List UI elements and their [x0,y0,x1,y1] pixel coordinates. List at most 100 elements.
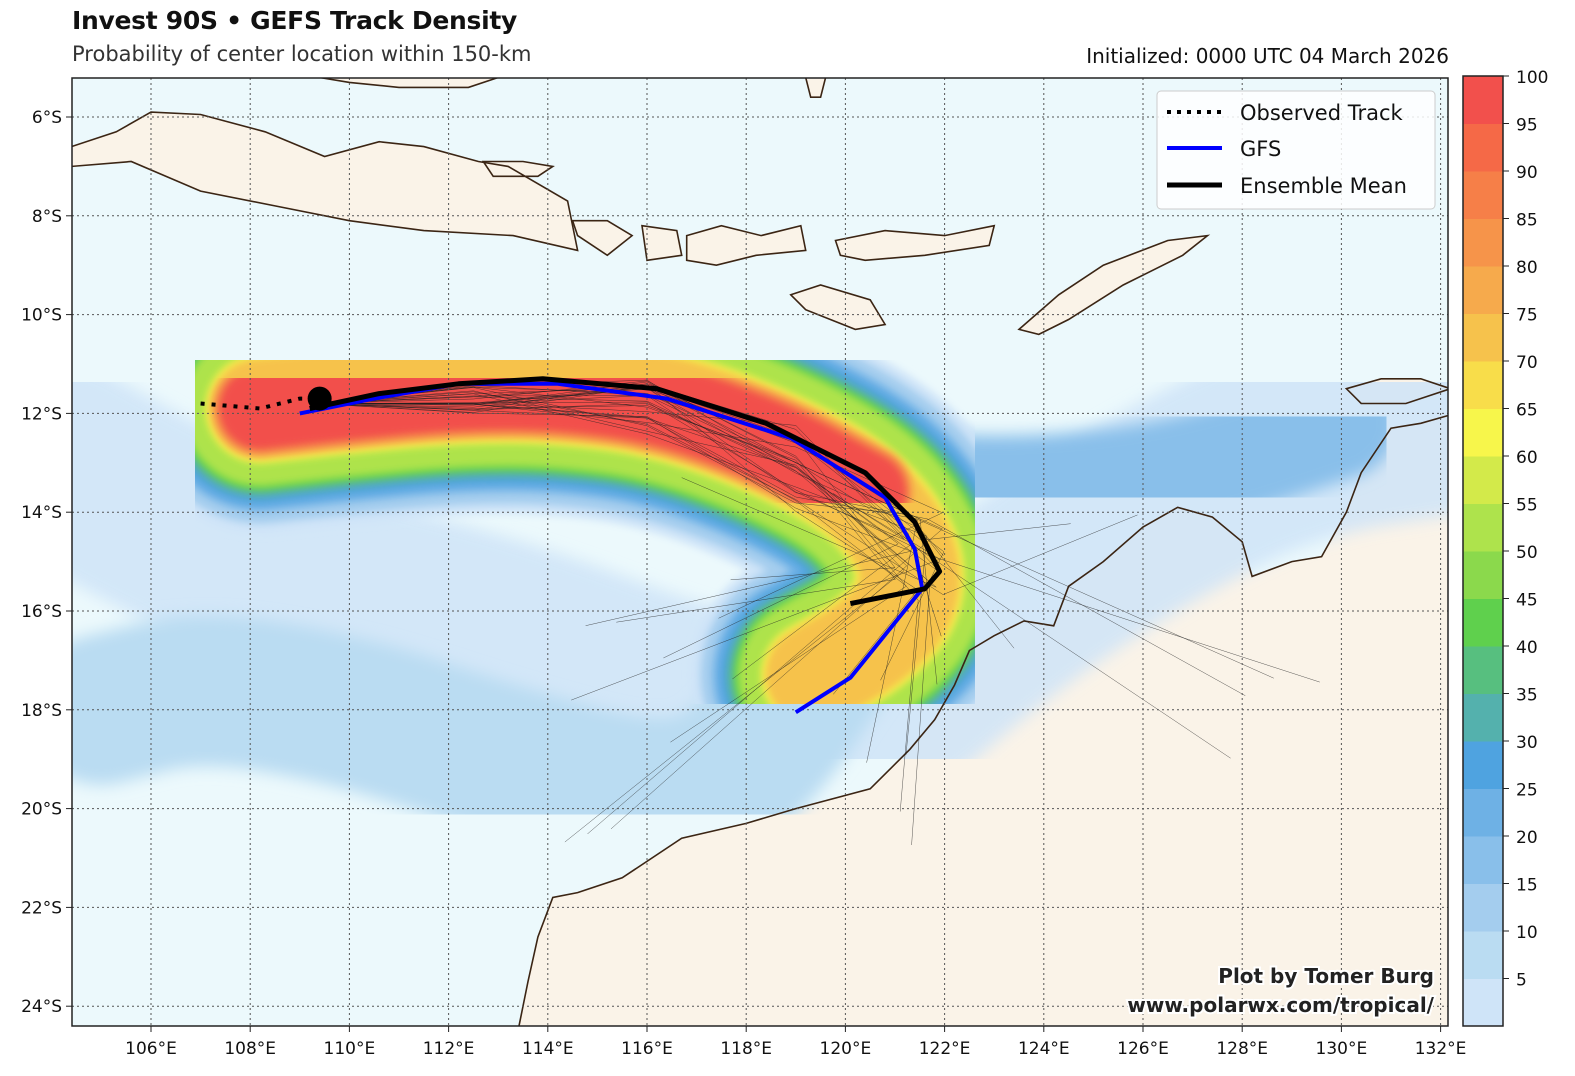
chart-subtitle: Probability of center location within 15… [72,42,532,66]
coastline-layer [72,78,1448,1026]
land-sulawesi [805,78,826,98]
colorbar-tick-label: 20 [1516,828,1538,848]
colorbar-segment-85 [1463,218,1503,267]
colorbar-segment-15 [1463,883,1503,932]
colorbar-tick-label: 65 [1516,401,1538,421]
colorbar-segment-50 [1463,551,1503,599]
x-tick-label: 114°E [522,1039,574,1059]
coastline-sumba [789,284,887,331]
ensemble-member-track [314,387,1015,649]
ensemble-member-track [314,403,907,743]
y-tick-label: 18°S [21,701,62,721]
ensemble-member-track [314,379,937,588]
x-tick-label: 124°E [1018,1039,1070,1059]
colorbar-segment-65 [1463,408,1503,457]
ensemble-member-track [314,386,896,581]
colorbar-tick-label: 10 [1516,923,1538,943]
colorbar-tick-label: 75 [1516,306,1538,326]
credit-url: www.polarwx.com/tropical/ [1127,993,1434,1017]
colorbar-segment-100 [1463,76,1503,124]
track-lines [200,376,943,714]
colorbar-segment-80 [1463,266,1503,314]
x-axis-ticks: 106°E 108°E 110°E 112°E 114°E 116°E 118°E 120°E… [125,1026,1466,1059]
colorbar-tick-label: 50 [1516,543,1538,563]
coastline-flores [834,224,996,262]
credit-author: Plot by Tomer Burg [1218,964,1434,988]
coastline-java [72,111,579,252]
ensemble-member-track [314,385,899,659]
chart-title: Invest 90S • GEFS Track Density [72,6,518,35]
x-tick-label: 122°E [919,1039,971,1059]
ensemble-member-track [314,380,905,843]
ensemble-member-track [314,401,1320,683]
x-tick-label: 106°E [125,1039,177,1059]
colorbar-segment-75 [1463,313,1503,362]
ensemble-member-track [314,391,1138,595]
land-sumba [790,285,886,330]
coastline-sumbawa [685,224,807,267]
colorbar-segment-60 [1463,456,1503,504]
legend-gfs-label: GFS [1240,137,1281,161]
colorbar-tick-label: 40 [1516,638,1538,658]
y-tick-label: 20°S [21,800,62,820]
coastline-borneo [319,78,499,89]
y-tick-label: 10°S [21,306,62,326]
ensemble-member-track [314,403,1274,679]
legend-observed-label: Observed Track [1240,101,1403,125]
x-tick-label: 116°E [621,1039,673,1059]
land-java [72,112,578,251]
plot-frame [71,77,1449,1027]
y-tick-label: 14°S [21,503,62,523]
x-tick-label: 110°E [324,1039,376,1059]
colorbar-tick-label: 45 [1516,591,1538,611]
y-tick-label: 8°S [32,207,62,227]
x-tick-label: 132°E [1415,1039,1467,1059]
colorbar-tick-label: 95 [1516,116,1538,136]
y-tick-label: 16°S [21,602,62,622]
ensemble-mean-track-line [309,376,943,607]
x-tick-label: 112°E [423,1039,475,1059]
colorbar-segment-70 [1463,361,1503,409]
ensemble-member-track [314,381,919,812]
y-tick-label: 12°S [21,404,62,424]
colorbar-tick-label: 100 [1516,68,1548,88]
ensemble-member-track [314,402,1231,759]
y-axis-ticks: 6°S 8°S 10°S 12°S 14°S 16°S 18°S 20°S 22°S 24°S [21,108,72,1017]
colorbar-segment-5 [1463,978,1503,1027]
colorbar-segment-90 [1463,171,1503,219]
ensemble-member-track [314,385,943,835]
land-timor [1019,235,1208,335]
colorbar-segment-35 [1463,693,1503,742]
colorbar-tick-label: 25 [1516,781,1538,801]
colorbar-segment-10 [1463,931,1503,979]
colorbar-tick-label: 15 [1516,876,1538,896]
coastline-lombok [641,224,683,262]
colorbar-tick-label: 55 [1516,496,1538,516]
y-tick-label: 24°S [21,997,62,1017]
land-lombok [642,225,682,261]
colorbar-tick-label: 80 [1516,258,1538,278]
ensemble-member-track [314,403,931,846]
coastline-australia [518,414,1448,1026]
coastline-bali [571,219,634,257]
colorbar-tick-label: 90 [1516,163,1538,183]
initialized-time: Initialized: 0000 UTC 04 March 2026 [1086,44,1449,68]
ensemble-member-track [314,396,941,701]
coastline-timor [1017,234,1211,336]
ensemble-member-track [314,403,941,573]
colorbar-segment-40 [1463,646,1503,694]
colorbar-tick-label: 85 [1516,211,1538,231]
x-tick-label: 128°E [1216,1039,1268,1059]
coastline-sulawesi [805,78,827,98]
ensemble-member-tracks [314,379,1320,846]
colorbar-tick-label: 60 [1516,448,1538,468]
x-tick-label: 120°E [820,1039,872,1059]
land-borneo [322,78,497,88]
colorbar-segment-30 [1463,741,1503,789]
ensemble-member-track [314,395,1246,696]
y-tick-label: 6°S [32,108,62,128]
colorbar-segment-25 [1463,788,1503,837]
colorbar-segment-55 [1463,503,1503,552]
colorbar-segment-20 [1463,836,1503,884]
